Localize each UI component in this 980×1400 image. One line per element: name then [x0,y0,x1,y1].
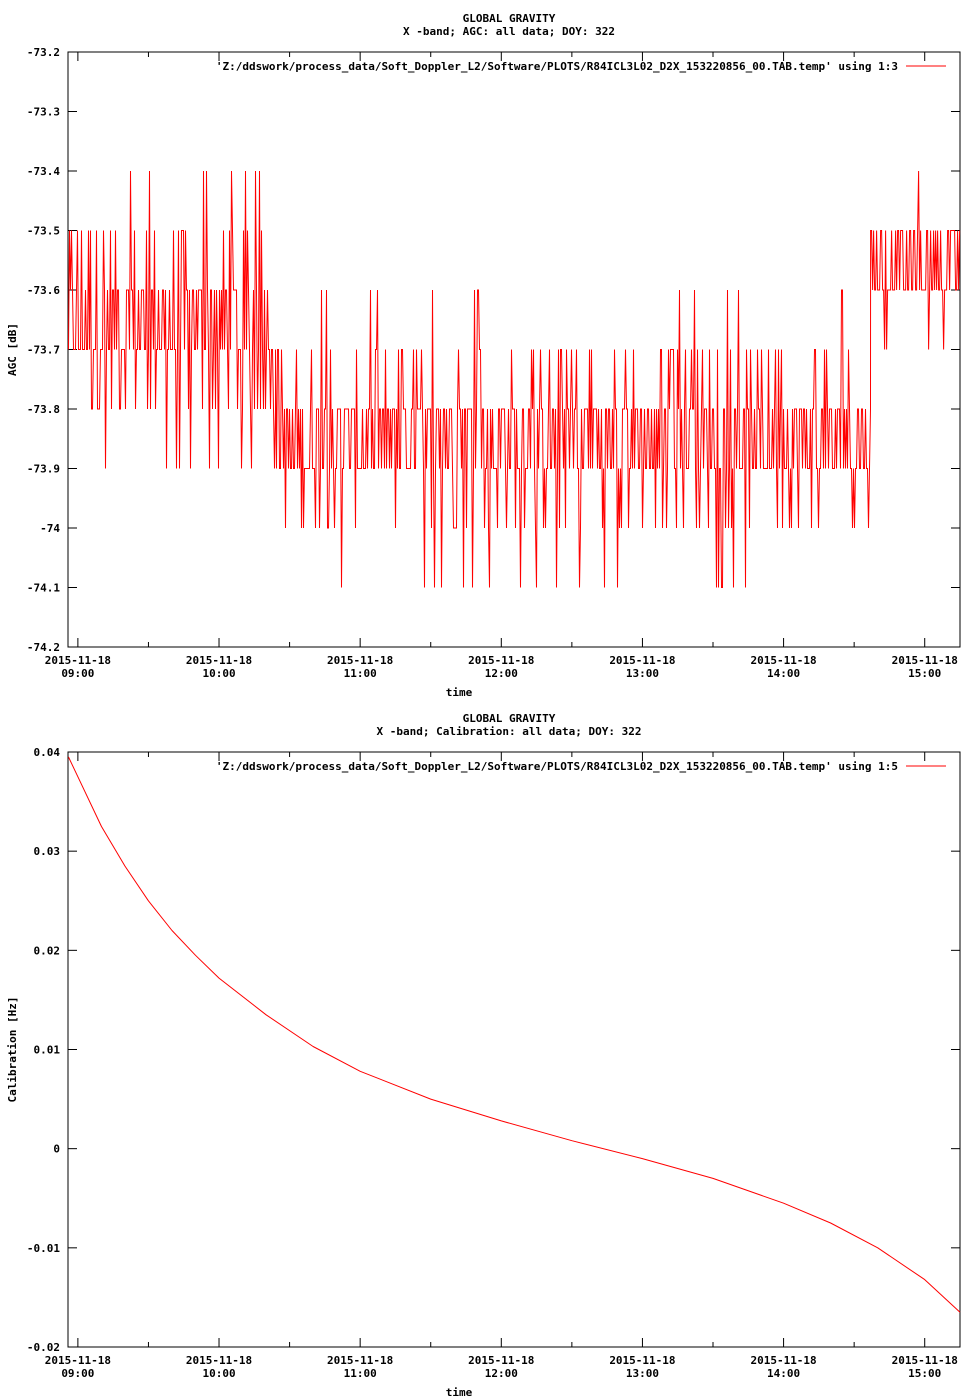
y-tick-label: 0.03 [34,845,61,858]
legend-label: 'Z:/ddswork/process_data/Soft_Doppler_L2… [216,760,898,773]
x-tick-time-label: 13:00 [626,667,659,680]
x-tick-time-label: 15:00 [908,1367,941,1380]
x-tick-time-label: 10:00 [202,1367,235,1380]
x-tick-date-label: 2015-11-18 [609,654,675,667]
x-tick-date-label: 2015-11-18 [750,1354,816,1367]
x-tick-time-label: 14:00 [767,1367,800,1380]
y-tick-label: -73.4 [27,165,60,178]
y-tick-label: -74.1 [27,582,60,595]
x-tick-time-label: 11:00 [344,667,377,680]
x-tick-date-label: 2015-11-18 [468,1354,534,1367]
chart-subtitle: X -band; Calibration: all data; DOY: 322 [377,725,642,738]
x-tick-date-label: 2015-11-18 [45,654,111,667]
x-tick-time-label: 15:00 [908,667,941,680]
x-tick-time-label: 12:00 [485,667,518,680]
y-tick-label: -73.3 [27,106,60,119]
x-tick-date-label: 2015-11-18 [892,654,958,667]
y-axis-label: Calibration [Hz] [6,997,19,1103]
y-tick-label: 0.04 [34,746,61,759]
y-tick-label: 0.01 [34,1044,61,1057]
chart-title: GLOBAL GRAVITY [463,712,556,725]
x-axis-label: time [446,686,473,699]
x-tick-date-label: 2015-11-18 [468,654,534,667]
y-tick-label: -73.7 [27,344,60,357]
x-tick-date-label: 2015-11-18 [327,654,393,667]
y-tick-label: -73.2 [27,46,60,59]
x-tick-time-label: 14:00 [767,667,800,680]
y-tick-label: -0.01 [27,1242,60,1255]
x-tick-time-label: 11:00 [344,1367,377,1380]
x-tick-date-label: 2015-11-18 [750,654,816,667]
y-tick-label: -73.5 [27,225,60,238]
x-tick-date-label: 2015-11-18 [327,1354,393,1367]
calibration-series-line [68,756,961,1313]
y-tick-label: 0.02 [34,944,61,957]
x-tick-date-label: 2015-11-18 [45,1354,111,1367]
x-tick-date-label: 2015-11-18 [186,654,252,667]
x-tick-time-label: 09:00 [61,1367,94,1380]
chart-title: GLOBAL GRAVITY [463,12,556,25]
x-tick-time-label: 13:00 [626,1367,659,1380]
chart-subtitle: X -band; AGC: all data; DOY: 322 [403,25,615,38]
y-tick-label: 0 [53,1143,60,1156]
y-tick-label: -74.2 [27,641,60,654]
y-tick-label: -0.02 [27,1341,60,1354]
x-tick-date-label: 2015-11-18 [186,1354,252,1367]
x-tick-date-label: 2015-11-18 [892,1354,958,1367]
plot-frame [67,751,961,1348]
x-tick-date-label: 2015-11-18 [609,1354,675,1367]
x-tick-time-label: 12:00 [485,1367,518,1380]
y-axis-label: AGC [dB] [6,323,19,376]
x-tick-time-label: 09:00 [61,667,94,680]
agc-series-line [68,170,961,588]
y-tick-label: -73.8 [27,403,60,416]
x-tick-time-label: 10:00 [202,667,235,680]
x-axis-label: time [446,1386,473,1399]
legend-label: 'Z:/ddswork/process_data/Soft_Doppler_L2… [216,60,898,73]
y-tick-label: -74 [40,522,60,535]
y-tick-label: -73.6 [27,284,60,297]
y-tick-label: -73.9 [27,463,60,476]
